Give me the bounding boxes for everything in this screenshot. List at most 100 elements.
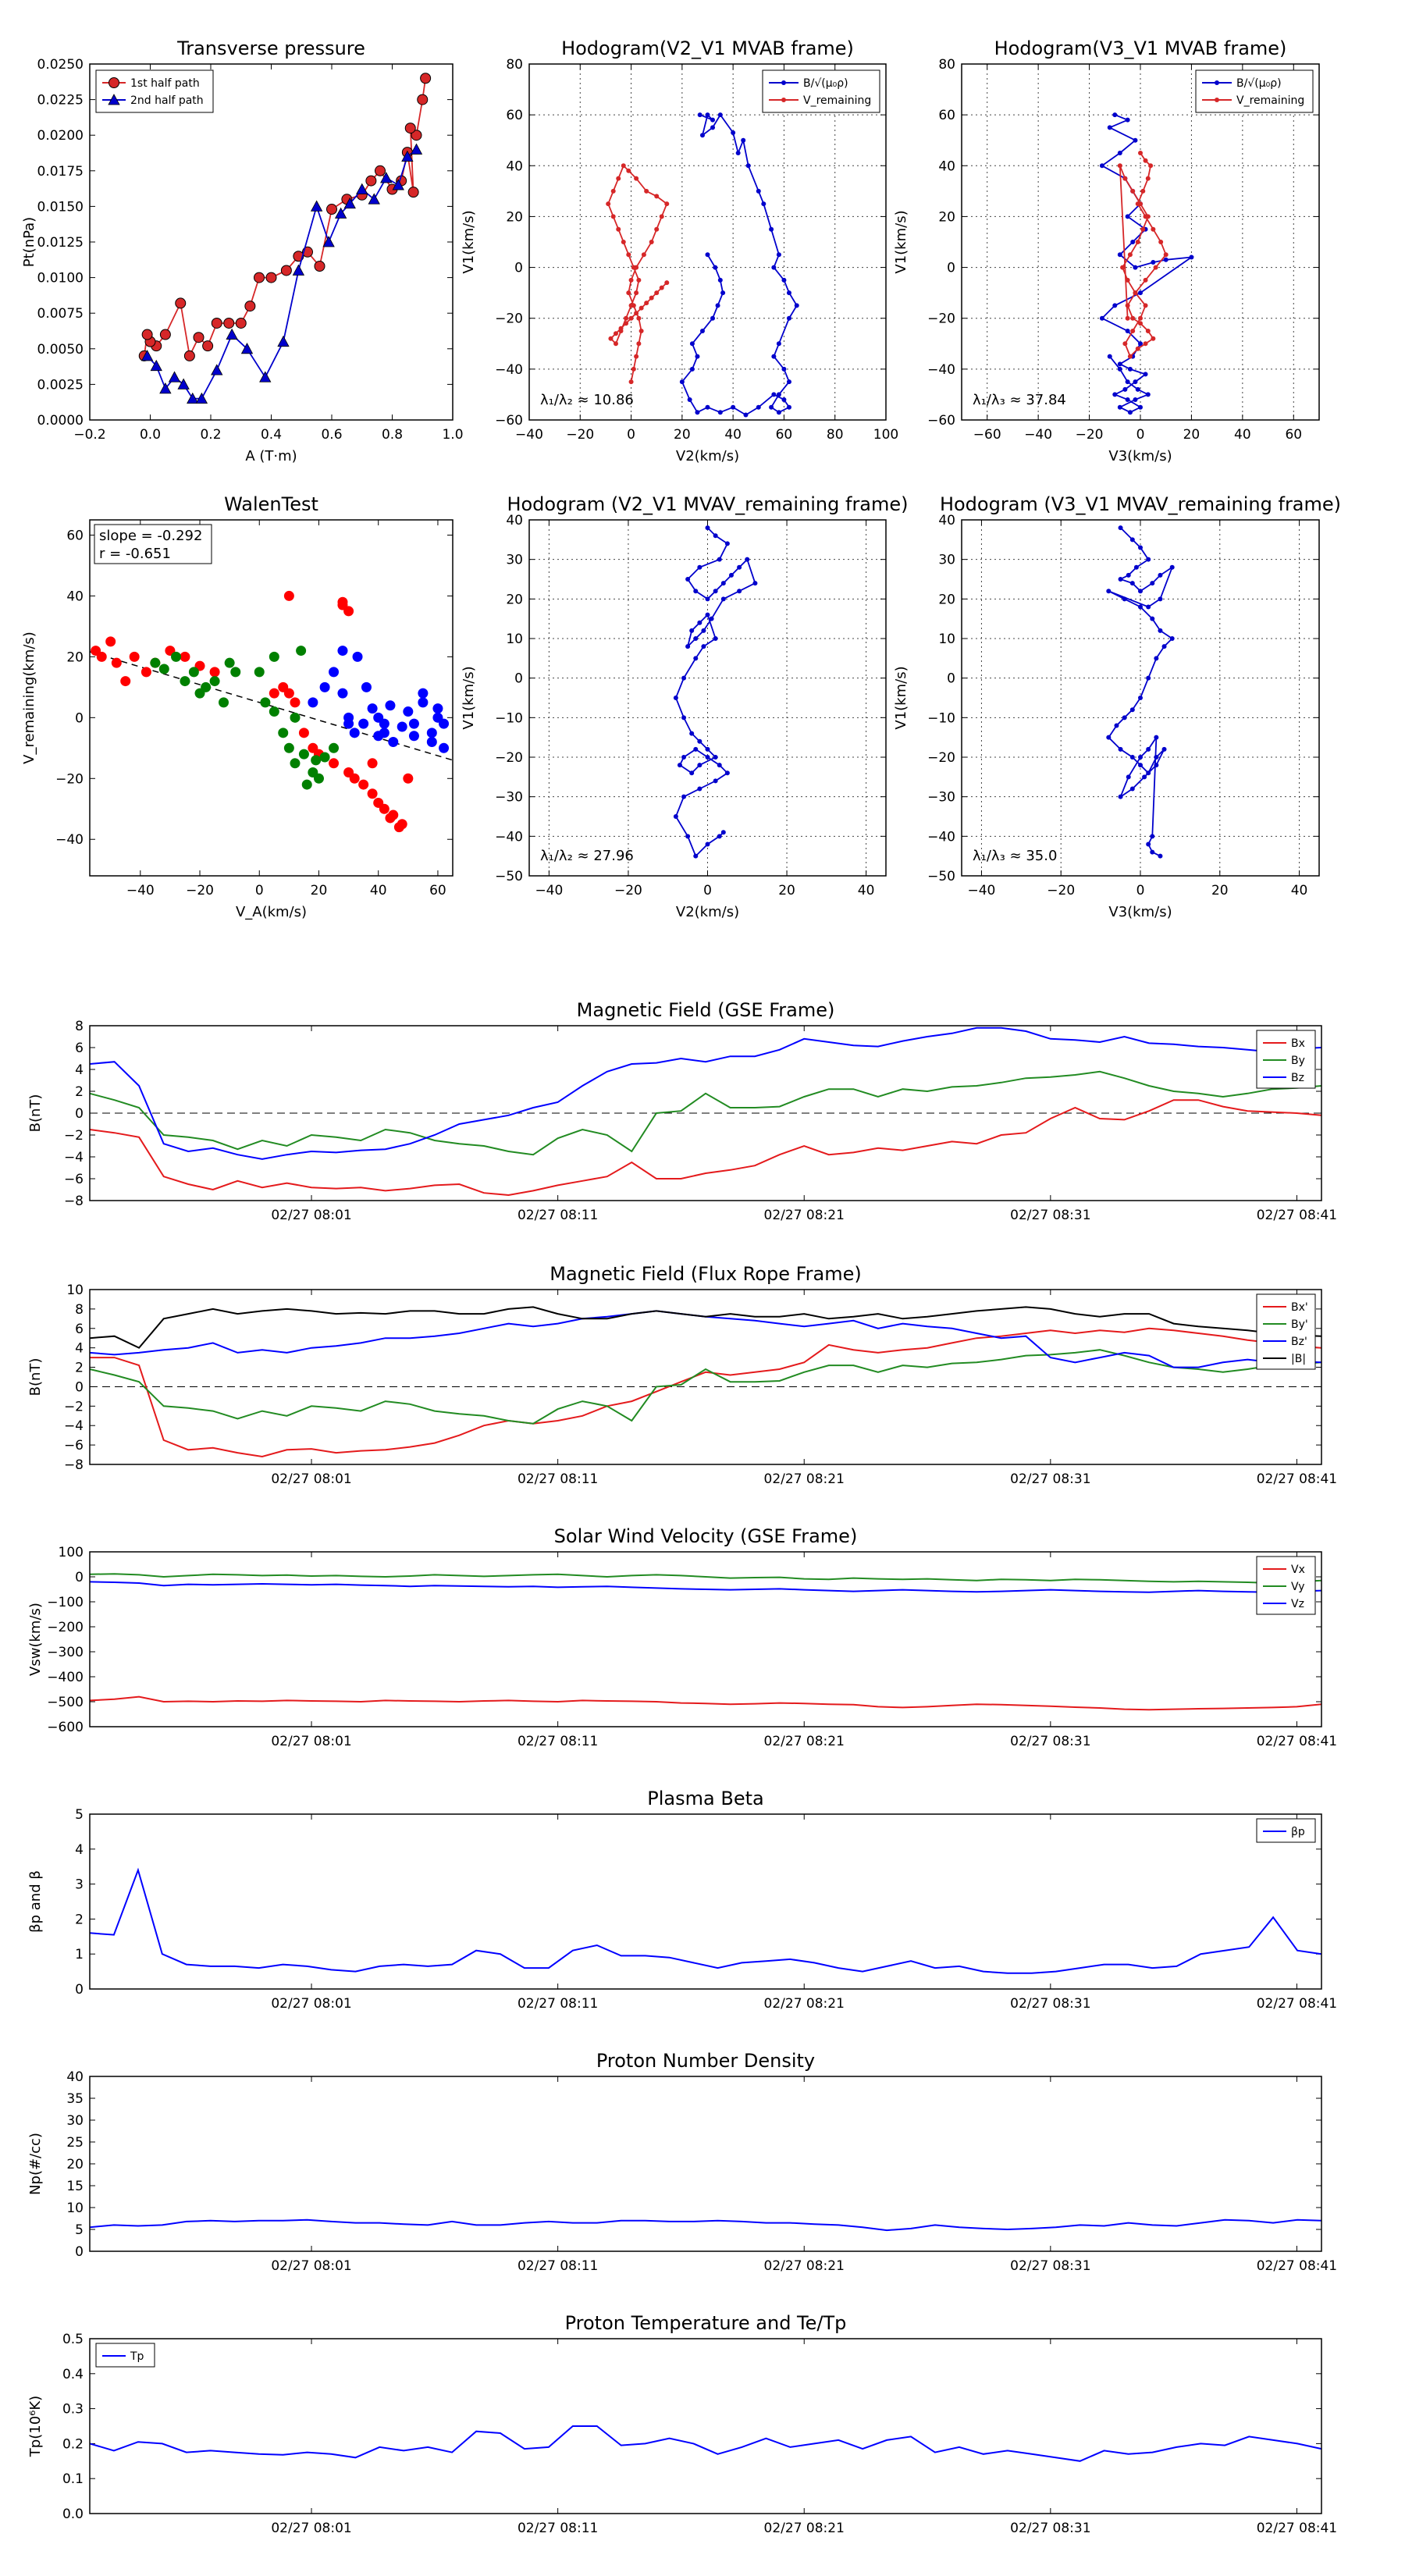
data-point xyxy=(1145,214,1151,219)
data-point xyxy=(649,295,654,301)
scatter-point xyxy=(379,803,389,814)
scatter-point xyxy=(283,688,294,699)
x-tick-label: 40 xyxy=(724,427,742,443)
data-point xyxy=(1130,315,1136,321)
y-axis-label: Vsw(km/s) xyxy=(27,1603,44,1676)
scatter-point xyxy=(209,667,220,678)
data-point xyxy=(1145,392,1151,397)
legend-label: B/√(μ₀ρ) xyxy=(1236,77,1282,90)
data-point xyxy=(693,636,699,641)
data-point xyxy=(159,329,171,340)
data-point xyxy=(1146,841,1151,847)
data-point xyxy=(1169,636,1175,641)
y-axis-label: B(nT) xyxy=(27,1094,44,1133)
data-point xyxy=(1138,341,1143,347)
scatter-point xyxy=(269,706,279,717)
legend-box xyxy=(95,69,214,113)
y-tick-label: −20 xyxy=(55,771,84,787)
y-tick-label: 0.0225 xyxy=(37,93,84,109)
scatter-point xyxy=(343,606,354,617)
y-tick-label: 8 xyxy=(75,1302,84,1318)
y-tick-label: −40 xyxy=(927,362,955,378)
y-tick-label: −50 xyxy=(927,869,955,884)
data-point xyxy=(1143,277,1148,283)
y-tick-label: 0.1 xyxy=(62,2471,84,2487)
data-point xyxy=(697,738,702,744)
data-point xyxy=(624,321,629,326)
data-point xyxy=(1125,117,1130,123)
x-tick-label: −20 xyxy=(614,883,642,898)
data-point xyxy=(689,341,695,347)
data-point xyxy=(326,204,337,215)
data-point xyxy=(1154,735,1159,740)
chart-title: Hodogram (V2_V1 MVAV_remaining frame) xyxy=(507,493,908,515)
scatter-point xyxy=(96,651,107,662)
scatter-point xyxy=(388,737,399,748)
y-tick-label: 0 xyxy=(75,1106,84,1122)
plot-frame xyxy=(89,2076,1322,2252)
x-tick-label: −0.2 xyxy=(73,427,105,443)
legend-label: B/√(μ₀ρ) xyxy=(803,77,848,90)
chart-title: Hodogram(V3_V1 MVAB frame) xyxy=(994,37,1287,59)
y-tick-label: 2 xyxy=(75,1361,84,1376)
y-tick-label: 60 xyxy=(506,108,523,123)
data-point xyxy=(697,112,702,118)
data-point xyxy=(175,297,187,309)
fit-box xyxy=(94,524,212,564)
legend: B/√(μ₀ρ) V_remaining xyxy=(1195,69,1314,113)
x-tick-label: 0.0 xyxy=(140,427,161,443)
scatter-point xyxy=(408,718,419,729)
data-point xyxy=(1125,379,1130,385)
y-tick-label: −600 xyxy=(47,1720,84,1735)
legend-label: V_remaining xyxy=(1236,94,1304,107)
plot-frame xyxy=(961,63,1320,421)
data-point xyxy=(1150,834,1155,839)
data-point xyxy=(720,830,726,835)
y-tick-label: −40 xyxy=(495,362,523,378)
data-point xyxy=(411,130,422,141)
data-point xyxy=(1122,341,1128,347)
data-point xyxy=(681,675,687,681)
scatter-point xyxy=(201,681,212,692)
plot-frame xyxy=(89,1025,1322,1201)
y-tick-label: 0 xyxy=(75,2244,84,2260)
data-point xyxy=(713,589,718,594)
series-line xyxy=(89,1070,1322,1156)
data-point xyxy=(761,201,767,207)
scatter-point xyxy=(385,700,396,711)
y-tick-label: 0 xyxy=(75,1570,84,1585)
scatter-point xyxy=(283,742,294,753)
x-tick-label: 40 xyxy=(1291,883,1308,898)
data-point xyxy=(1148,163,1154,169)
data-point xyxy=(756,188,761,194)
data-point xyxy=(737,564,742,570)
data-point xyxy=(1130,188,1136,194)
data-point xyxy=(140,350,154,361)
data-point xyxy=(621,240,626,244)
data-point xyxy=(717,112,723,118)
y-tick-label: 15 xyxy=(66,2179,84,2194)
plot-frame xyxy=(89,1551,1322,1727)
data-point xyxy=(644,188,649,194)
x-tick-label: 0.4 xyxy=(261,427,282,443)
data-point xyxy=(628,315,634,321)
data-point xyxy=(1126,774,1131,780)
x-tick-label: 02/27 08:31 xyxy=(1010,1734,1090,1749)
y-tick-label: 40 xyxy=(506,158,523,174)
scatter-point xyxy=(337,596,348,607)
data-point xyxy=(375,165,386,176)
data-point xyxy=(697,564,702,570)
y-tick-label: 10 xyxy=(66,2201,84,2216)
scatter-point xyxy=(219,697,229,708)
y-tick-label: 10 xyxy=(506,632,523,647)
data-point xyxy=(1112,392,1118,397)
annotation-label: λ₁/λ₂ ≈ 27.96 xyxy=(540,848,634,864)
data-point xyxy=(636,277,642,283)
data-point xyxy=(1135,240,1140,244)
x-tick-label: 20 xyxy=(1183,427,1200,443)
x-tick-label: 0.8 xyxy=(382,427,403,443)
x-tick-label: 0 xyxy=(1136,883,1145,898)
data-point xyxy=(710,117,716,123)
y-tick-label: 20 xyxy=(506,209,523,225)
x-axis-label: V3(km/s) xyxy=(1108,448,1172,464)
